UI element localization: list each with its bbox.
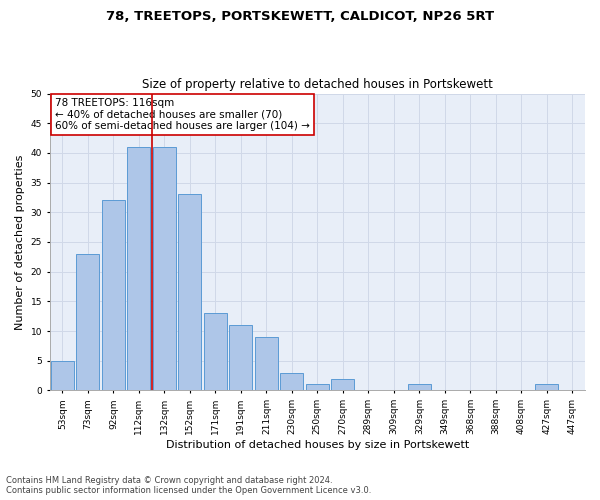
Bar	[153, 147, 176, 390]
Bar	[51, 360, 74, 390]
X-axis label: Distribution of detached houses by size in Portskewett: Distribution of detached houses by size …	[166, 440, 469, 450]
Bar	[535, 384, 558, 390]
Bar	[127, 147, 151, 390]
Bar	[229, 325, 253, 390]
Bar	[331, 378, 355, 390]
Bar	[102, 200, 125, 390]
Bar	[306, 384, 329, 390]
Text: 78, TREETOPS, PORTSKEWETT, CALDICOT, NP26 5RT: 78, TREETOPS, PORTSKEWETT, CALDICOT, NP2…	[106, 10, 494, 23]
Bar	[76, 254, 100, 390]
Title: Size of property relative to detached houses in Portskewett: Size of property relative to detached ho…	[142, 78, 493, 91]
Bar	[408, 384, 431, 390]
Y-axis label: Number of detached properties: Number of detached properties	[15, 154, 25, 330]
Bar	[178, 194, 202, 390]
Bar	[255, 337, 278, 390]
Text: 78 TREETOPS: 116sqm
← 40% of detached houses are smaller (70)
60% of semi-detach: 78 TREETOPS: 116sqm ← 40% of detached ho…	[55, 98, 310, 131]
Bar	[280, 372, 304, 390]
Text: Contains HM Land Registry data © Crown copyright and database right 2024.
Contai: Contains HM Land Registry data © Crown c…	[6, 476, 371, 495]
Bar	[204, 313, 227, 390]
